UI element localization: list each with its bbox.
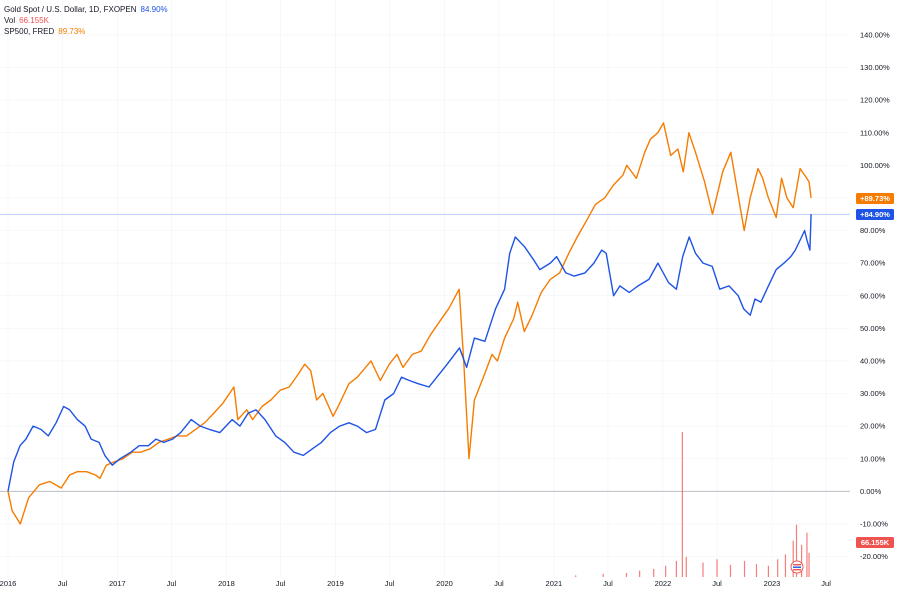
x-tick-label: 2017 [109,579,126,588]
legend-sp500[interactable]: SP500, FRED 89.73% [4,26,168,37]
volume-bar [681,432,683,577]
y-tick-label: 140.00% [860,31,890,40]
x-tick-label: 2022 [655,579,672,588]
volume-bar [800,544,803,577]
flag-icon[interactable] [790,560,804,574]
legend-vol[interactable]: Vol 66.155K [4,15,168,26]
legend-vol-value: 66.155K [19,16,49,25]
sp500-series-line [7,122,812,525]
y-tick-label: 20.00% [860,422,886,431]
x-tick-label: 2018 [218,579,235,588]
volume-bar [653,568,655,577]
y-tick-label: 100.00% [860,161,890,170]
x-tick-label: 2023 [764,579,781,588]
y-tick-label: 60.00% [860,291,886,300]
volume-bar [795,524,798,577]
chart-legend: Gold Spot / U.S. Dollar, 1D, FXOPEN 84.90… [4,4,168,37]
volume-bar [743,560,746,577]
legend-sp500-value: 89.73% [58,27,86,36]
legend-vol-label: Vol [4,16,16,25]
volume-bar [602,573,604,577]
volume-bar [755,564,758,577]
y-tick-label: 130.00% [860,63,890,72]
volume-bar [792,540,794,577]
volume-last-badge: 66.155K [856,537,894,548]
volume-bar [675,560,677,577]
gold-last-badge: +84.90% [856,209,894,220]
y-tick-label: 30.00% [860,389,886,398]
y-tick-label: 70.00% [860,259,886,268]
volume-bar [784,554,787,577]
sp500-last-badge: +89.73% [856,193,894,204]
gold-series-line [7,214,812,492]
volume-bar [777,559,779,577]
volume-bars [575,432,810,577]
y-axis[interactable]: 140.00%130.00%120.00%110.00%100.00%90.00… [860,31,890,562]
volume-bar [685,556,687,577]
volume-bar [767,565,770,577]
x-tick-label: Jul [276,579,286,588]
legend-gold-label: Gold Spot / U.S. Dollar, 1D, FXOPEN [4,5,137,14]
x-axis[interactable]: 2016 Jul 2017 Jul 2018 Jul 2019 Jul 2020 Jul 2021 J… [0,579,831,588]
grid-lines [0,0,850,577]
volume-bar [806,532,808,577]
x-tick-label: Jul [58,579,68,588]
legend-gold[interactable]: Gold Spot / U.S. Dollar, 1D, FXOPEN 84.90… [4,4,168,15]
volume-bar [575,575,577,577]
x-tick-label: Jul [821,579,831,588]
volume-bar [808,552,810,577]
y-tick-label: 80.00% [860,226,886,235]
sp500-badge-text: +89.73% [860,194,890,203]
x-tick-label: Jul [712,579,722,588]
y-tick-label: 120.00% [860,96,890,105]
legend-sp500-label: SP500, FRED [4,27,55,36]
volume-bar [639,570,641,577]
x-tick-label: 2016 [0,579,16,588]
volume-bar [729,564,732,577]
y-tick-label: -20.00% [860,552,888,561]
x-tick-label: 2021 [546,579,563,588]
volume-bar [625,572,628,577]
y-tick-label: 40.00% [860,357,886,366]
volume-badge-text: 66.155K [861,538,890,547]
x-tick-label: Jul [494,579,504,588]
x-tick-label: Jul [385,579,395,588]
y-tick-label: 50.00% [860,324,886,333]
y-tick-label: 110.00% [860,128,889,137]
volume-bar [665,565,667,577]
volume-bar [702,562,704,577]
x-tick-label: Jul [167,579,177,588]
volume-bar [716,559,718,577]
x-tick-label: 2020 [436,579,453,588]
x-tick-label: Jul [603,579,613,588]
y-tick-label: -10.00% [860,520,888,529]
gold-badge-text: +84.90% [860,210,890,219]
legend-gold-value: 84.90% [140,5,168,14]
y-tick-label: 10.00% [860,454,886,463]
y-tick-label: 0.00% [860,487,882,496]
x-tick-label: 2019 [327,579,344,588]
